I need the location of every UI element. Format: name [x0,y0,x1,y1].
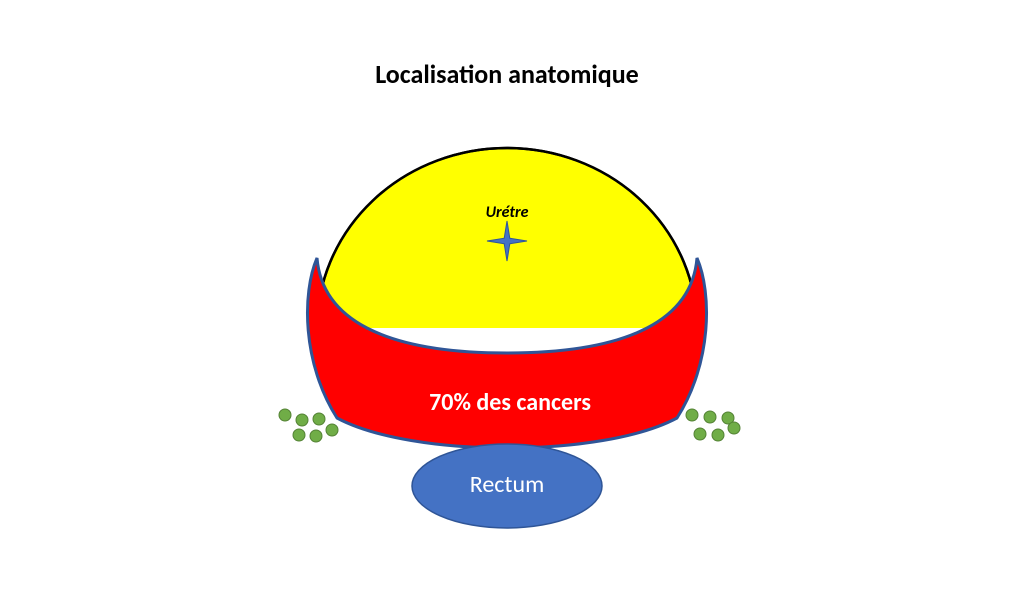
rectum-label: Rectum [417,470,597,499]
green-dot [310,430,322,442]
green-dot [694,428,706,440]
green-dot [296,414,308,426]
green-dots-left [279,409,338,442]
green-dot [728,422,740,434]
green-dots-right [686,409,740,441]
green-dot [326,424,338,436]
green-dot [279,409,291,421]
green-dot [313,413,325,425]
green-dot [293,429,305,441]
green-dot [704,411,716,423]
green-dot [712,429,724,441]
cancers-label: 70% des cancers [360,388,660,417]
diagram-title: Localisation anatomique [0,58,1014,90]
uretre-label: Urétre [447,203,567,222]
green-dot [686,409,698,421]
